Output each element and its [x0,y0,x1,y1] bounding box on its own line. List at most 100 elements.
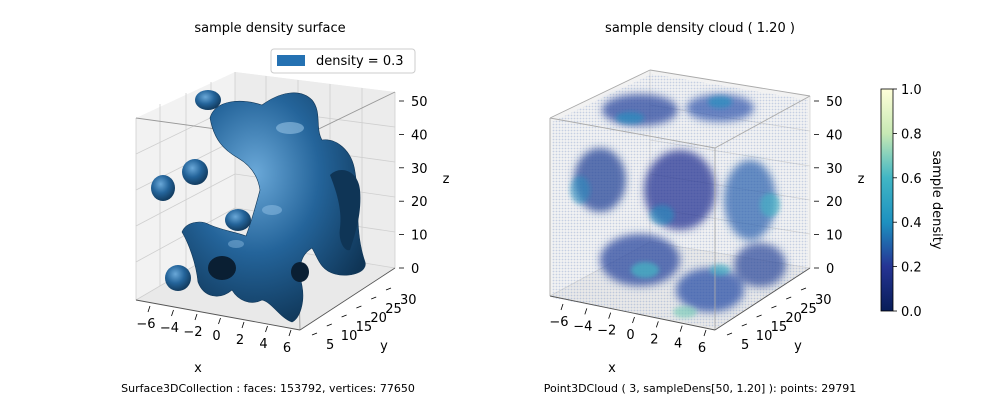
surface-x-tick-label: −6 [136,317,155,332]
surface-z-ticks: 0 10 20 30 40 50 [399,95,428,277]
surface-highlight [262,205,282,215]
colorbar-ticks: 0.0 0.2 0.4 0.6 0.8 1.0 [893,83,922,320]
surface-front-edges [135,267,396,331]
cloud-highlight [673,306,697,318]
cloud-z-tick-label: 10 [826,229,843,244]
cloud-y-tick-mark [741,323,747,327]
cloud-x-tick-label: −4 [573,319,592,334]
cloud-x-tick-mark [655,321,659,328]
surface-blob [151,175,175,201]
surface-hole [291,262,309,282]
surface-y-tick-label: 10 [341,329,358,344]
cloud-box-edges [549,69,811,330]
cloud-x-tick-label: −2 [597,324,616,339]
cloud-y-tick-label: 5 [741,338,749,353]
surface-blob [225,209,251,231]
cloud-plot-panel: sample density cloud ( 1.20 ) [544,21,944,395]
cloud-cluster [724,160,776,240]
surface-z-tick-label: 30 [411,162,428,177]
surface-hole [208,256,236,280]
surface-y-tick-label: 15 [356,320,373,335]
surface-y-tick-mark [371,296,377,300]
surface-y-tick-label: 5 [326,338,334,353]
colorbar-tick-label: 1.0 [901,83,922,98]
surface-highlight [276,122,304,134]
surface-y-tick-label: 30 [400,293,417,308]
cloud-x-tick-label: 6 [698,341,706,356]
surface-legend[interactable]: density = 0.3 [270,48,416,74]
cloud-highlight [710,264,730,276]
colorbar-tick-label: 0.4 [901,216,922,231]
surface-x-tick-label: −4 [160,321,179,336]
surface-plot-title: sample density surface [194,21,345,36]
surface-blob [165,265,191,291]
surface-x-tick-label: 6 [283,341,291,356]
surface-y-axis-label: y [380,339,388,354]
cloud-highlight [616,112,644,124]
surface-x-tick-label: −2 [183,325,202,340]
cloud-x-tick-label: −6 [549,315,568,330]
surface-x-tick-mark [241,321,245,329]
surface-y-tick-label: 20 [370,311,387,326]
surface-x-tick-mark [194,313,198,321]
cloud-y-tick-label: 25 [800,302,817,317]
cloud-z-tick-label: 40 [826,128,843,143]
colorbar-tick-label: 0.0 [901,305,922,320]
surface-y-tick-mark [326,323,332,327]
density-point-cloud [552,74,808,328]
cloud-y-tick-mark [771,305,777,309]
surface-plot-panel: sample density surface [121,21,449,395]
cloud-z-tick-label: 0 [826,262,834,277]
cloud-x-tick-label: 4 [674,337,682,352]
legend-label: density = 0.3 [316,54,404,69]
cloud-x-tick-label: 0 [626,328,634,343]
surface-x-axis-label: x [194,361,202,376]
cloud-z-ticks: 0 10 20 30 40 50 [814,95,843,277]
cloud-z-axis-label: z [858,172,865,187]
surface-x-tick-label: 2 [236,333,244,348]
colorbar-tick-label: 0.8 [901,127,922,142]
colorbar-tick-label: 0.6 [901,172,922,187]
colorbar-gradient [880,88,894,312]
surface-z-tick-label: 40 [411,128,428,143]
cloud-highlight [570,176,590,204]
cloud-x-axis-label: x [608,361,616,376]
surface-y-tick-mark [356,305,362,309]
cloud-y-tick-mark [786,296,792,300]
cloud-x-tick-mark [584,308,588,315]
cloud-y-tick-label: 10 [756,329,773,344]
surface-z-axis-label: z [443,172,450,187]
legend-frame [270,48,416,74]
surface-highlight [228,240,244,248]
cloud-z-tick-label: 50 [826,95,843,110]
surface-x-tick-mark [218,317,221,325]
cloud-highlight [631,262,659,278]
cloud-cluster [734,243,786,287]
surface-x-tick-mark [147,305,151,313]
cloud-x-tick-mark [560,303,564,311]
surface-x-tick-label: 4 [259,337,267,352]
surface-x-tick-mark [265,325,268,333]
cloud-y-tick-label: 20 [785,311,802,326]
cloud-highlight [650,205,674,225]
cloud-plot-title: sample density cloud ( 1.20 ) [605,21,795,36]
surface-z-tick-label: 0 [411,262,419,277]
cloud-cluster [600,234,680,286]
cloud-y-tick-label: 30 [815,293,832,308]
surface-blob [195,90,221,110]
colorbar: 0.0 0.2 0.4 0.6 0.8 1.0 sample density [880,83,944,320]
cloud-x-tick-mark [632,316,635,324]
surface-x-tick-mark [171,309,174,317]
cloud-x-tick-label: 2 [650,332,658,347]
cloud-y-tick-mark [726,332,733,336]
cloud-z-tick-label: 30 [826,162,843,177]
cloud-highlight [708,96,732,108]
surface-x-ticks: −6 −4 −2 0 2 4 6 [136,305,292,356]
cloud-x-tick-mark [703,329,707,337]
cloud-y-tick-label: 15 [771,320,788,335]
cloud-cluster [676,268,744,312]
cloud-caption: Point3DCloud ( 3, sampleDens[50, 1.20] )… [544,382,856,395]
